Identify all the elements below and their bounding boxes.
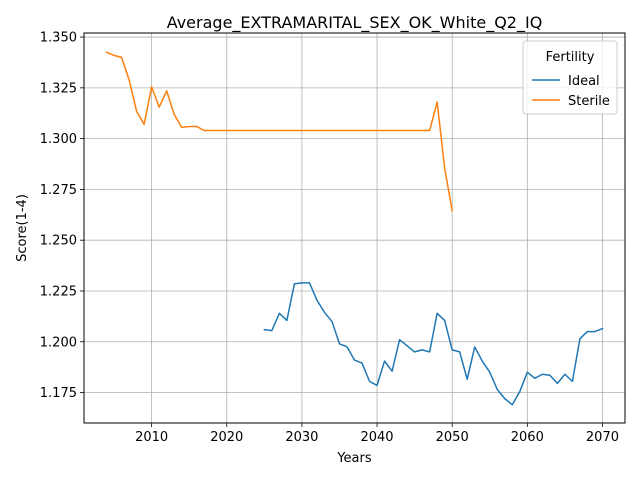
plot-frame [83,32,626,424]
y-tick-label: 1.350 [40,31,77,46]
y-tick-label: 1.200 [40,335,77,350]
x-tick-label: 2020 [210,430,243,445]
y-axis-label: Score(1-4) [15,194,30,262]
y-tick-label: 1.175 [40,386,77,401]
chart-title: Average_EXTRAMARITAL_SEX_OK_White_Q2_IQ [167,13,543,33]
x-axis-label: Years [336,451,372,466]
x-tick-label: 2070 [586,430,619,445]
x-tick-label: 2040 [360,430,393,445]
y-tick-label: 1.250 [40,234,77,249]
y-tick-label: 1.275 [40,183,77,198]
x-tick-label: 2010 [135,430,168,445]
legend-title: Fertility [546,50,595,65]
x-tick-label: 2030 [285,430,318,445]
legend: Fertility Ideal Sterile [522,40,618,115]
legend-label-sterile: Sterile [568,94,610,109]
y-tick-label: 1.300 [40,132,77,147]
legend-box [522,40,618,115]
x-axis-ticks: 2010 2020 2030 2040 2050 2060 2070 [135,423,619,445]
series-line-ideal [263,282,604,406]
series-line-sterile [105,51,454,212]
legend-label-ideal: Ideal [568,74,600,89]
x-tick-label: 2060 [511,430,544,445]
series-lines [105,51,604,406]
y-tick-label: 1.225 [40,284,77,299]
x-tick-label: 2050 [436,430,469,445]
grid [84,33,625,423]
y-axis-ticks: 1.175 1.200 1.225 1.250 1.275 1.300 1.325 1.350 [40,31,84,401]
y-tick-label: 1.325 [40,81,77,96]
